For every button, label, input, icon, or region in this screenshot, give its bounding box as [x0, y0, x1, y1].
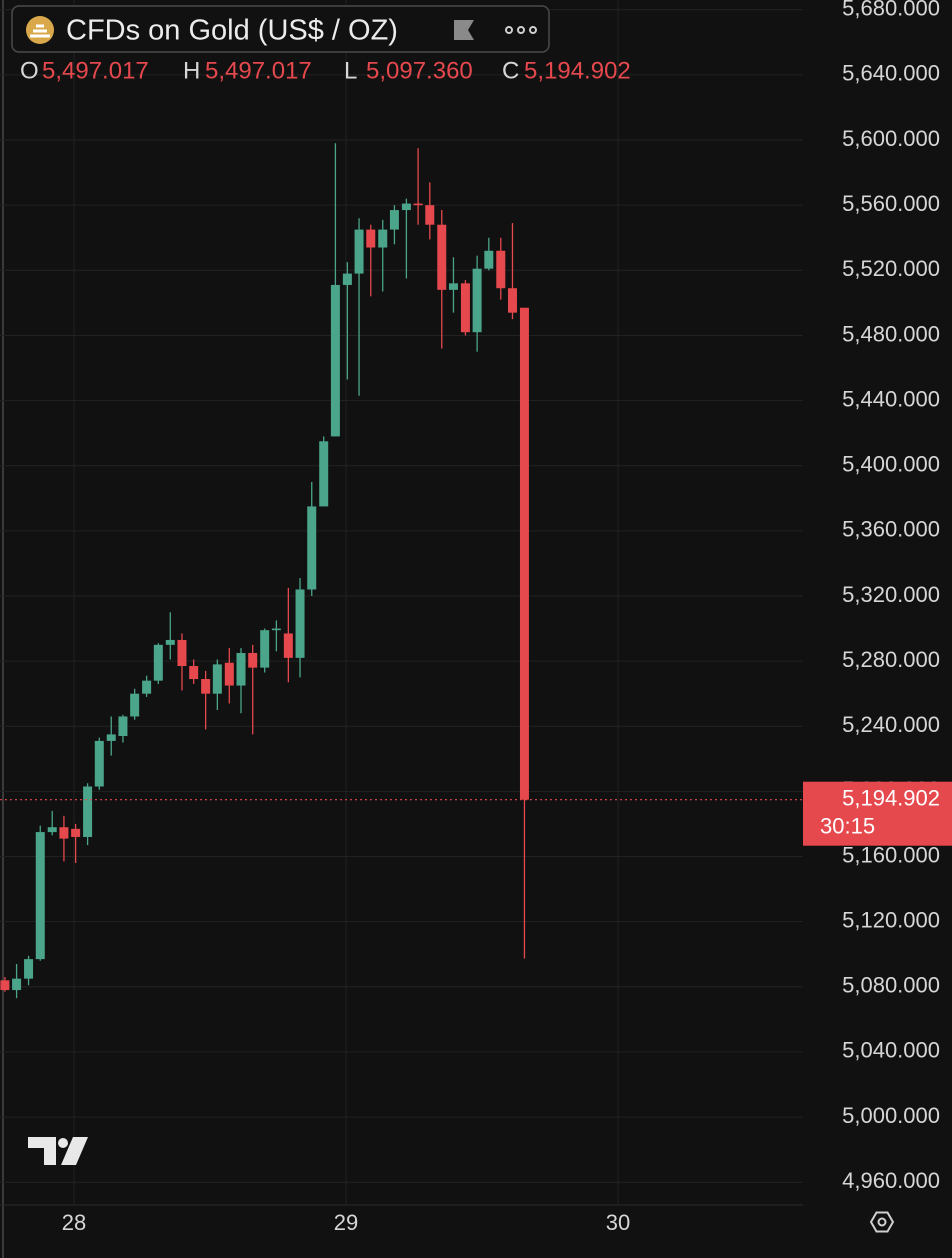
candle-body — [248, 652, 258, 668]
candle-body — [12, 978, 22, 991]
settings-icon-center[interactable] — [877, 1217, 887, 1227]
y-tick-label: 5,640.000 — [842, 61, 940, 86]
candle-body — [47, 827, 57, 833]
ohlc-value: 5,497.017 — [42, 57, 149, 84]
candle-body — [59, 827, 69, 839]
candle-body — [283, 633, 293, 658]
candle-body — [519, 307, 529, 800]
candle-body — [425, 205, 435, 225]
more-icon[interactable] — [505, 26, 537, 34]
candle-body — [224, 662, 234, 686]
gold-icon-bars — [30, 24, 50, 38]
axes: 4,960.000 5,000.000 5,040.000 5,080.000 5,12… — [62, 0, 940, 1235]
candle-body — [165, 639, 175, 645]
y-tick-label: 5,240.000 — [842, 712, 940, 737]
candle-body — [460, 283, 470, 333]
y-tick-label: 5,160.000 — [842, 842, 940, 867]
candle-body — [236, 652, 246, 686]
candle-body — [507, 288, 517, 313]
y-tick-label: 5,320.000 — [842, 582, 940, 607]
candle-body — [94, 740, 104, 787]
y-tick-label: 4,960.000 — [842, 1168, 940, 1193]
candle-body — [106, 734, 116, 741]
candle-body — [212, 664, 222, 694]
candle-body — [330, 284, 340, 437]
candle-body — [448, 283, 458, 290]
candle-body — [201, 679, 211, 694]
tv-logo — [28, 1137, 88, 1165]
ohlc-value: 5,194.902 — [524, 57, 631, 84]
candle-body — [271, 628, 281, 631]
y-tick-label: 5,080.000 — [842, 973, 940, 998]
legend-box — [11, 5, 550, 53]
chart-title: CFDs on Gold (US$ / OZ) — [66, 15, 398, 47]
candle-body — [496, 250, 506, 289]
candle-body — [177, 639, 187, 667]
settings-icon[interactable] — [869, 1211, 895, 1233]
ohlc-key: L — [344, 57, 357, 84]
candle-body — [83, 786, 93, 837]
countdown-label: 30:15 — [820, 814, 875, 839]
candle-body — [378, 229, 388, 248]
y-tick-label: 5,400.000 — [842, 452, 940, 477]
y-tick-label: 5,520.000 — [842, 256, 940, 281]
y-tick-label: 5,560.000 — [842, 191, 940, 216]
y-tick-label: 5,360.000 — [842, 517, 940, 542]
candle-body — [260, 630, 270, 668]
ohlc-legend: O 5,497.017 H 5,497.017 L 5,097.360 C 5,194.902 — [20, 57, 631, 84]
x-tick-label: 28 — [62, 1210, 86, 1235]
candle-body — [0, 980, 10, 991]
candle-body — [307, 506, 317, 590]
candle-body — [484, 250, 494, 269]
x-tick-label: 29 — [334, 1210, 358, 1235]
x-tick-label: 30 — [606, 1210, 630, 1235]
candle-body — [342, 273, 352, 285]
candle-body — [24, 959, 34, 979]
candle-body — [437, 224, 447, 290]
candle-body — [130, 693, 140, 717]
flag-icon[interactable] — [454, 20, 474, 40]
grid — [0, 0, 803, 1205]
ohlc-key: C — [502, 57, 519, 84]
candle-body — [118, 716, 128, 737]
candle-body — [389, 210, 399, 230]
y-tick-label: 5,280.000 — [842, 647, 940, 672]
y-tick-label: 5,680.000 — [842, 0, 940, 21]
y-tick-label: 5,600.000 — [842, 126, 940, 151]
ohlc-value: 5,097.360 — [366, 57, 473, 84]
candle-body — [153, 644, 163, 681]
candles — [0, 143, 529, 999]
ohlc-key: O — [20, 57, 39, 84]
price-marker: 5,194.902 30:15 — [0, 781, 952, 846]
y-tick-label: 5,120.000 — [842, 907, 940, 932]
y-tick-label: 5,440.000 — [842, 386, 940, 411]
candle-body — [319, 441, 329, 507]
y-tick-label: 5,000.000 — [842, 1103, 940, 1128]
candle-body — [295, 589, 305, 658]
candle-body — [35, 832, 45, 960]
y-tick-label: 5,480.000 — [842, 321, 940, 346]
candle-body — [413, 203, 423, 206]
ohlc-key: H — [183, 57, 200, 84]
candle-body — [472, 268, 482, 333]
candle-body — [366, 229, 376, 248]
candle-body — [71, 828, 81, 837]
last-price-label: 5,194.902 — [842, 786, 940, 811]
y-tick-label: 5,040.000 — [842, 1038, 940, 1063]
ohlc-value: 5,497.017 — [205, 57, 312, 84]
candle-body — [142, 680, 152, 694]
candle-body — [401, 203, 411, 211]
candle-body — [189, 666, 199, 680]
last-price-box — [803, 781, 952, 846]
candle-body — [354, 229, 364, 274]
